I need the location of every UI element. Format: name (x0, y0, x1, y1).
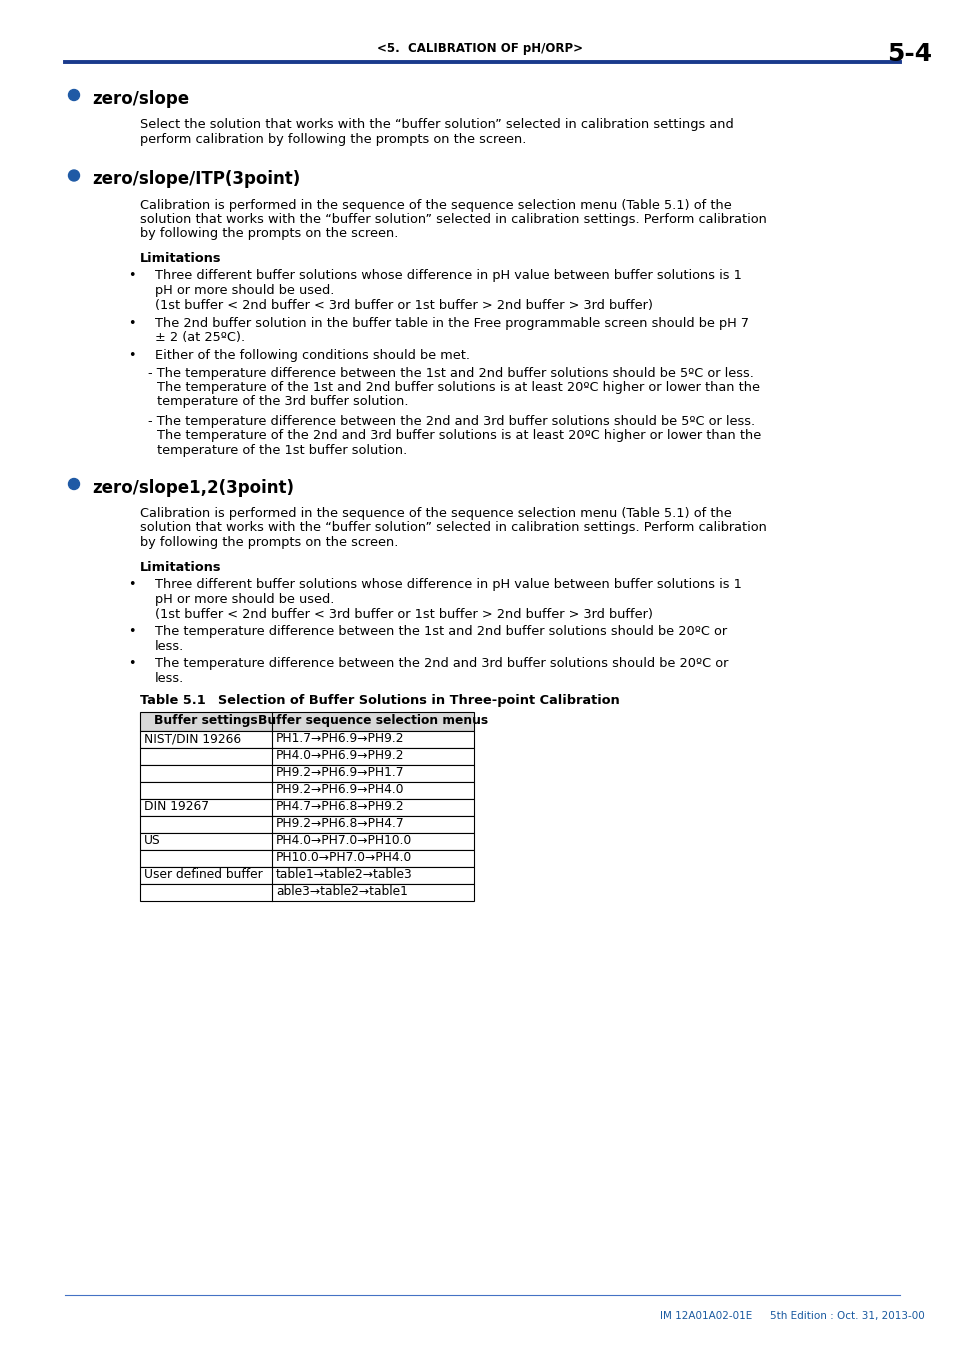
FancyBboxPatch shape (140, 730, 474, 748)
Text: Table 5.1: Table 5.1 (140, 694, 206, 707)
Text: •: • (128, 625, 135, 639)
Text: The temperature of the 1st and 2nd buffer solutions is at least 20ºC higher or l: The temperature of the 1st and 2nd buffe… (157, 381, 760, 394)
Text: 5-4: 5-4 (886, 42, 932, 66)
FancyBboxPatch shape (140, 711, 474, 730)
Text: •: • (128, 657, 135, 671)
FancyBboxPatch shape (140, 833, 474, 851)
Text: Buffer settings: Buffer settings (154, 714, 257, 728)
Text: The temperature difference between the 2nd and 3rd buffer solutions should be 20: The temperature difference between the 2… (154, 657, 727, 671)
FancyBboxPatch shape (140, 782, 474, 799)
Text: PH4.0→PH7.0→PH10.0: PH4.0→PH7.0→PH10.0 (275, 834, 412, 846)
Text: zero/slope/ITP(3point): zero/slope/ITP(3point) (91, 170, 300, 189)
Text: zero/slope: zero/slope (91, 90, 189, 108)
Text: (1st buffer < 2nd buffer < 3rd buffer or 1st buffer > 2nd buffer > 3rd buffer): (1st buffer < 2nd buffer < 3rd buffer or… (154, 608, 652, 621)
Text: Limitations: Limitations (140, 562, 221, 574)
Circle shape (69, 478, 79, 490)
FancyBboxPatch shape (140, 765, 474, 782)
Text: Select the solution that works with the “buffer solution” selected in calibratio: Select the solution that works with the … (140, 117, 733, 131)
Text: Selection of Buffer Solutions in Three-point Calibration: Selection of Buffer Solutions in Three-p… (218, 694, 619, 707)
Circle shape (69, 89, 79, 100)
Text: •: • (128, 270, 135, 282)
Text: DIN 19267: DIN 19267 (144, 801, 209, 813)
FancyBboxPatch shape (140, 850, 474, 867)
Text: by following the prompts on the screen.: by following the prompts on the screen. (140, 536, 398, 549)
Text: Limitations: Limitations (140, 252, 221, 266)
Text: 5th Edition : Oct. 31, 2013-00: 5th Edition : Oct. 31, 2013-00 (769, 1311, 923, 1322)
Text: pH or more should be used.: pH or more should be used. (154, 593, 334, 606)
Text: The temperature of the 2nd and 3rd buffer solutions is at least 20ºC higher or l: The temperature of the 2nd and 3rd buffe… (157, 429, 760, 443)
Text: able3→table2→table1: able3→table2→table1 (275, 886, 408, 898)
Text: NIST/DIN 19266: NIST/DIN 19266 (144, 732, 241, 745)
Text: PH10.0→PH7.0→PH4.0: PH10.0→PH7.0→PH4.0 (275, 850, 412, 864)
Text: less.: less. (154, 672, 184, 684)
Text: PH4.0→PH6.9→PH9.2: PH4.0→PH6.9→PH9.2 (275, 749, 404, 761)
Text: temperature of the 3rd buffer solution.: temperature of the 3rd buffer solution. (157, 396, 408, 409)
Text: <5.  CALIBRATION OF pH/ORP>: <5. CALIBRATION OF pH/ORP> (376, 42, 582, 55)
Text: - The temperature difference between the 1st and 2nd buffer solutions should be : - The temperature difference between the… (148, 366, 753, 379)
Text: solution that works with the “buffer solution” selected in calibration settings.: solution that works with the “buffer sol… (140, 213, 766, 225)
FancyBboxPatch shape (140, 748, 474, 765)
Text: IM 12A01A02-01E: IM 12A01A02-01E (659, 1311, 752, 1322)
Text: pH or more should be used.: pH or more should be used. (154, 284, 334, 297)
Text: PH9.2→PH6.8→PH4.7: PH9.2→PH6.8→PH4.7 (275, 817, 404, 830)
Text: less.: less. (154, 640, 184, 653)
FancyBboxPatch shape (140, 867, 474, 884)
FancyBboxPatch shape (140, 815, 474, 833)
Text: PH1.7→PH6.9→PH9.2: PH1.7→PH6.9→PH9.2 (275, 732, 404, 745)
Text: Buffer sequence selection menus: Buffer sequence selection menus (257, 714, 488, 728)
Circle shape (69, 170, 79, 181)
Text: Three different buffer solutions whose difference in pH value between buffer sol: Three different buffer solutions whose d… (154, 578, 741, 591)
Text: solution that works with the “buffer solution” selected in calibration settings.: solution that works with the “buffer sol… (140, 521, 766, 535)
Text: Three different buffer solutions whose difference in pH value between buffer sol: Three different buffer solutions whose d… (154, 270, 741, 282)
Text: - The temperature difference between the 2nd and 3rd buffer solutions should be : - The temperature difference between the… (148, 414, 755, 428)
Text: The temperature difference between the 1st and 2nd buffer solutions should be 20: The temperature difference between the 1… (154, 625, 726, 639)
Text: PH9.2→PH6.9→PH4.0: PH9.2→PH6.9→PH4.0 (275, 783, 404, 796)
Text: PH9.2→PH6.9→PH1.7: PH9.2→PH6.9→PH1.7 (275, 765, 404, 779)
Text: temperature of the 1st buffer solution.: temperature of the 1st buffer solution. (157, 444, 407, 458)
Text: Calibration is performed in the sequence of the sequence selection menu (Table 5: Calibration is performed in the sequence… (140, 508, 731, 520)
Text: •: • (128, 317, 135, 329)
Text: PH4.7→PH6.8→PH9.2: PH4.7→PH6.8→PH9.2 (275, 801, 404, 813)
Text: by following the prompts on the screen.: by following the prompts on the screen. (140, 228, 398, 240)
Text: perform calibration by following the prompts on the screen.: perform calibration by following the pro… (140, 132, 526, 146)
Text: US: US (144, 834, 160, 846)
Text: User defined buffer: User defined buffer (144, 868, 262, 882)
Text: zero/slope1,2(3point): zero/slope1,2(3point) (91, 479, 294, 497)
Text: Either of the following conditions should be met.: Either of the following conditions shoul… (154, 350, 470, 362)
Text: Calibration is performed in the sequence of the sequence selection menu (Table 5: Calibration is performed in the sequence… (140, 198, 731, 212)
Text: •: • (128, 350, 135, 362)
Text: ± 2 (at 25ºC).: ± 2 (at 25ºC). (154, 332, 245, 344)
FancyBboxPatch shape (140, 884, 474, 900)
Text: The 2nd buffer solution in the buffer table in the Free programmable screen shou: The 2nd buffer solution in the buffer ta… (154, 317, 748, 329)
Text: table1→table2→table3: table1→table2→table3 (275, 868, 413, 882)
Text: •: • (128, 578, 135, 591)
FancyBboxPatch shape (140, 799, 474, 815)
Text: (1st buffer < 2nd buffer < 3rd buffer or 1st buffer > 2nd buffer > 3rd buffer): (1st buffer < 2nd buffer < 3rd buffer or… (154, 300, 652, 312)
